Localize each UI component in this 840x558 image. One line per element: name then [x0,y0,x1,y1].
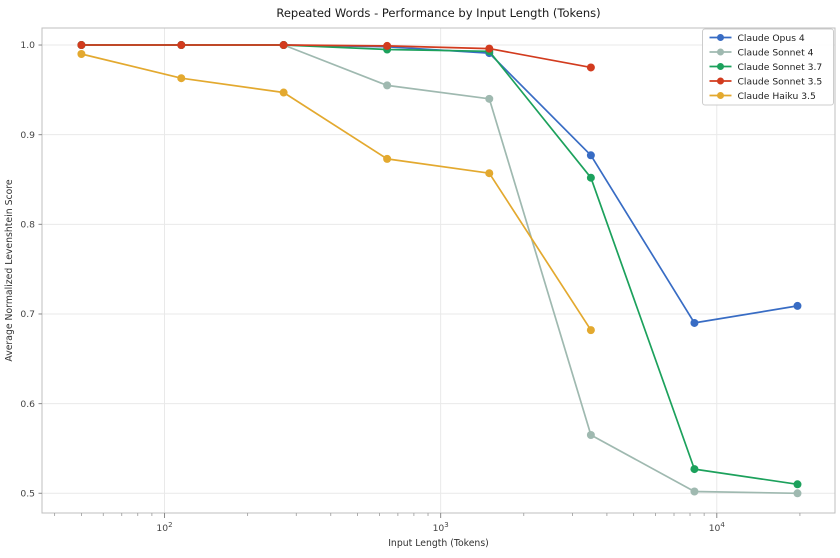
data-point-marker [383,81,392,90]
legend: Claude Opus 4 Claude Sonnet 4 Claude Sonne… [702,28,834,106]
data-point-marker [586,173,595,182]
x-tick-label: 103 [433,521,449,534]
series-claude-haiku-3-5 [77,49,595,335]
data-point-marker [485,94,494,103]
data-point-marker [279,88,288,97]
y-tick-label: 0.8 [20,220,35,231]
series-line [81,53,592,331]
data-point-marker [690,487,699,496]
data-point-marker [177,41,186,50]
data-point-marker [383,154,392,163]
legend-box [702,28,834,106]
data-series [77,41,802,498]
series-line [81,44,592,69]
legend-label: Claude Haiku 3.5 [738,91,816,102]
y-tick-label: 1.0 [20,40,35,51]
legend-item: Claude Haiku 3.5 [709,91,816,102]
legend-marker-point [717,92,724,99]
data-point-marker [690,465,699,474]
series-claude-opus-4 [77,41,802,327]
data-point-marker [279,41,288,50]
series-line [81,44,798,495]
data-point-marker [793,489,802,498]
x-tick-label: 104 [709,521,726,534]
data-point-marker [77,41,86,50]
legend-item: Claude Opus 4 [709,33,805,44]
y-tick-label: 0.7 [20,309,35,320]
chart-title: Repeated Words - Performance by Input Le… [276,6,600,20]
data-point-marker [77,49,86,58]
data-point-marker [485,169,494,178]
data-point-marker [690,318,699,327]
data-point-marker [586,431,595,440]
legend-item: Claude Sonnet 3.7 [709,62,823,73]
legend-item: Claude Sonnet 3.5 [709,76,823,87]
y-axis-label: Average Normalized Levenshtein Score [4,179,15,362]
legend-marker-point [717,34,724,41]
plot-border [41,27,836,514]
y-tick-label: 0.9 [20,130,35,141]
legend-label: Claude Sonnet 3.7 [738,62,823,73]
data-point-marker [793,480,802,489]
data-point-marker [793,301,802,310]
data-point-marker [586,151,595,160]
data-point-marker [177,74,186,83]
data-point-marker [586,326,595,335]
legend-marker-point [717,77,724,85]
data-point-marker [485,44,494,53]
series-line [81,44,798,324]
y-tick-label: 0.6 [20,399,35,410]
data-point-marker [383,41,392,50]
legend-label: Claude Opus 4 [738,33,805,44]
series-claude-sonnet-3-7 [77,41,802,489]
legend-item: Claude Sonnet 4 [709,47,814,58]
data-point-marker [586,63,595,72]
legend-marker-point [717,48,724,56]
series-claude-sonnet-3-5 [77,41,595,72]
legend-label: Claude Sonnet 4 [738,47,814,58]
y-tick-label: 0.5 [20,488,35,499]
series-line [81,44,798,486]
x-tick-label: 102 [156,521,172,534]
legend-marker-point [717,63,724,70]
x-axis-label: Input Length (Tokens) [388,538,489,549]
legend-label: Claude Sonnet 3.5 [738,76,823,87]
series-claude-sonnet-4 [77,41,802,498]
